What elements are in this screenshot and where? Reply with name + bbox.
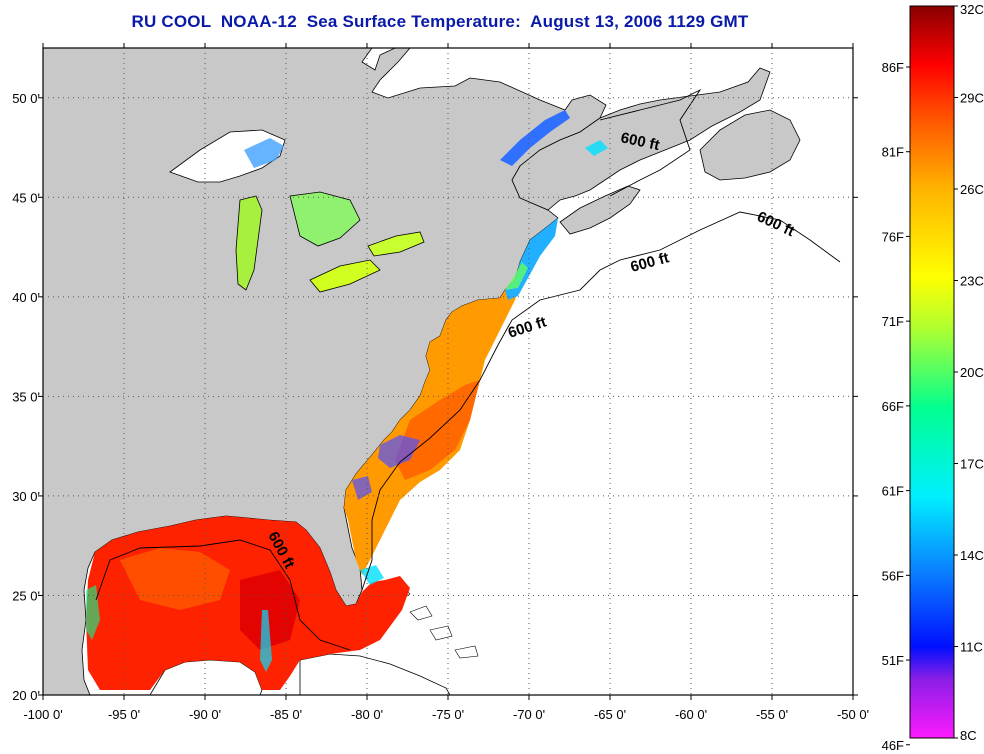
lon-tick-label: -90 0': [189, 707, 221, 722]
lon-tick-label: -85 0': [270, 707, 302, 722]
lake-superior-sst: [244, 138, 284, 168]
fahrenheit-label: 61F: [882, 484, 904, 499]
celsius-label: 8C: [960, 728, 977, 743]
sst-florida-keys: [360, 565, 384, 585]
fahrenheit-label: 46F: [882, 738, 904, 753]
fahrenheit-label: 81F: [882, 145, 904, 160]
celsius-label: 11C: [960, 640, 983, 655]
isobath-line-gulf: [95, 539, 351, 651]
lon-tick-label: -60 0': [675, 707, 707, 722]
celsius-label: 29C: [960, 91, 984, 106]
colorbar-celsius-scale: 32C 29C 26C 23C 20C 17C 14C 11C 8C: [954, 2, 984, 743]
lon-tick-label: -75 0': [432, 707, 464, 722]
lake-erie: [309, 259, 381, 293]
celsius-label: 17C: [960, 457, 984, 472]
lat-tick-label: 25 0': [12, 588, 40, 603]
lake-michigan: [235, 195, 263, 291]
landmass-cuba: [299, 653, 451, 695]
fahrenheit-label: 66F: [882, 399, 904, 414]
lake-huron: [289, 191, 361, 247]
sst-st-lawrence: [500, 110, 570, 166]
sst-cool-shelf-water: [352, 435, 420, 500]
fahrenheit-label: 86F: [882, 60, 904, 75]
celsius-label: 14C: [960, 548, 984, 563]
celsius-label: 23C: [960, 274, 984, 289]
lon-tick-label: -50 0': [837, 707, 869, 722]
sst-gulf-of-maine-green: [505, 262, 528, 290]
sst-st-lawrence-cyan: [585, 140, 608, 156]
sst-gulf-stream: [395, 380, 480, 480]
isobath-line-labrador: [599, 88, 702, 197]
lon-tick-label: -70 0': [513, 707, 545, 722]
landmass-nova-scotia: [559, 185, 641, 235]
isobath-line-atlantic: [361, 211, 841, 591]
map-title: RU COOL NOAA-12 Sea Surface Temperature:…: [131, 12, 749, 31]
lake-superior: [169, 129, 286, 183]
lon-tick-label: -100 0': [23, 707, 62, 722]
fahrenheit-label: 56F: [882, 568, 904, 583]
landmass-newfoundland: [699, 109, 801, 181]
sst-gulf-loop-current: [240, 570, 300, 650]
landmass-maritimes: [511, 67, 771, 211]
celsius-label: 32C: [960, 2, 984, 17]
lat-tick-label: 45 0': [12, 190, 40, 205]
lat-tick-label: 30 0': [12, 489, 40, 504]
celsius-label: 26C: [960, 182, 984, 197]
lake-ontario: [367, 231, 425, 257]
lat-tick-label: 20 0': [12, 688, 40, 703]
lat-tick-label: 50 0': [12, 91, 40, 106]
sst-gulf-cool-streak: [260, 610, 272, 672]
colorbar-fahrenheit-scale: 86F 81F 76F 71F 66F 61F 56F 51F 46F: [882, 60, 910, 753]
lat-tick-label: 40 0': [12, 290, 40, 305]
lon-tick-label: -95 0': [108, 707, 140, 722]
lon-tick-label: -80 0': [351, 707, 383, 722]
longitude-axis: -100 0' -95 0' -90 0' -85 0' -80 0' -75 0' -70…: [23, 43, 869, 722]
colorbar: [909, 5, 955, 739]
sst-gulf-warm-patch: [120, 548, 230, 610]
lon-tick-label: -55 0': [756, 707, 788, 722]
gridlines: [43, 48, 853, 695]
fahrenheit-label: 51F: [882, 653, 904, 668]
latitude-axis: 50 0' 45 0' 40 0' 35 0' 30 0' 25 0' 20 0': [12, 91, 858, 703]
lat-tick-label: 35 0': [12, 389, 40, 404]
celsius-label: 20C: [960, 365, 984, 380]
fahrenheit-label: 71F: [882, 314, 904, 329]
lon-tick-label: -65 0': [594, 707, 626, 722]
fahrenheit-label: 76F: [882, 229, 904, 244]
